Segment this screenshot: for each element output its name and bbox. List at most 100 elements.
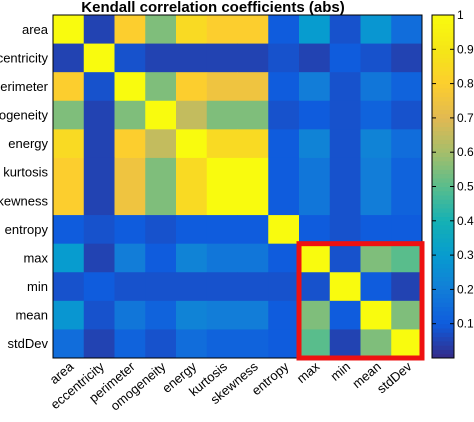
colorbar-segment (432, 36, 454, 42)
heatmap-cell (206, 15, 238, 44)
heatmap-cell (176, 72, 208, 102)
heatmap-cell (53, 243, 85, 273)
colorbar-segment (432, 83, 454, 89)
colorbar-segment (432, 237, 454, 243)
heatmap-cell (299, 72, 331, 102)
colorbar-segment (432, 306, 454, 312)
heatmap-cell (237, 243, 269, 273)
colorbar-segment (432, 139, 454, 145)
heatmap-cell (360, 100, 392, 130)
heatmap-cell (268, 129, 300, 159)
heatmap-cell (391, 329, 423, 359)
heatmap-cell (360, 43, 392, 73)
heatmap-cell (329, 243, 361, 273)
colorbar-tick-label: 0.3 (457, 248, 474, 262)
colorbar-tick-label: 0.1 (457, 317, 474, 331)
colorbar-segment (432, 66, 454, 72)
heatmap-cell (114, 43, 146, 73)
heatmap-cell (83, 157, 115, 187)
row-tick-label: area (22, 22, 49, 37)
colorbar-segment (432, 182, 454, 187)
colorbar-segment (432, 173, 454, 179)
heatmap-cell (114, 300, 146, 330)
colorbar-segment (432, 340, 454, 346)
colorbar-segment (432, 280, 454, 286)
heatmap-cell (53, 186, 85, 216)
colorbar-segment (432, 276, 454, 282)
heatmap-cell (360, 15, 392, 44)
row-tick-label: min (27, 279, 48, 294)
colorbar-segment (432, 156, 454, 162)
heatmap-cell (206, 129, 238, 159)
heatmap-cell (176, 243, 208, 273)
heatmap-cell (268, 186, 300, 216)
colorbar-segment (432, 130, 454, 136)
colorbar-segment (432, 40, 454, 46)
heatmap-cell (391, 15, 423, 44)
colorbar-tick-label: 0.4 (457, 214, 474, 228)
colorbar-tick-label: 0.2 (457, 282, 474, 296)
heatmap-cell (83, 300, 115, 330)
heatmap-cell (329, 129, 361, 159)
heatmap-cell (53, 329, 85, 359)
colorbar-segment (432, 336, 454, 342)
colorbar-segment (432, 45, 454, 50)
colorbar-tick-label: 0.7 (457, 111, 474, 125)
heatmap-cell (299, 100, 331, 130)
heatmap-cell (391, 215, 423, 245)
heatmap-cell (360, 215, 392, 245)
heatmap-cell (237, 129, 269, 159)
heatmap-cell (53, 72, 85, 102)
heatmap-cell (145, 243, 177, 273)
heatmap-cell (114, 157, 146, 187)
colorbar-segment (432, 199, 454, 205)
heatmap-cell (53, 300, 85, 330)
row-tick-label: max (23, 250, 48, 265)
heatmap-cell (53, 215, 85, 245)
colorbar-segment (432, 220, 454, 226)
heatmap-cell (145, 272, 177, 302)
row-tick-label: omogeneity (0, 108, 48, 123)
heatmap-cell (329, 43, 361, 73)
colorbar-segment (432, 190, 454, 196)
heatmap-cell (268, 243, 300, 273)
heatmap-cell (237, 329, 269, 359)
heatmap-cell (176, 129, 208, 159)
column-tick-labels: areaeccentricityperimeteromogeneityenerg… (47, 358, 415, 413)
heatmap-cell (268, 272, 300, 302)
colorbar-segment (432, 225, 454, 230)
heatmap-cell (268, 157, 300, 187)
heatmap-cell (206, 215, 238, 245)
colorbar-segment (432, 259, 454, 265)
heatmap-cell (83, 186, 115, 216)
heatmap-cell (329, 100, 361, 130)
colorbar-segment (432, 229, 454, 235)
colorbar-tick-label: 0.8 (457, 77, 474, 91)
colorbar-segment (432, 263, 454, 269)
colorbar-segment (432, 169, 454, 175)
column-tick-label: max (294, 358, 323, 386)
heatmap-cell (83, 72, 115, 102)
heatmap-cell (145, 215, 177, 245)
heatmap-cell (114, 72, 146, 102)
heatmap-cell (206, 329, 238, 359)
heatmap-cell (391, 157, 423, 187)
heatmap-cell (299, 243, 331, 273)
heatmap-cell (206, 186, 238, 216)
heatmap-cell (206, 272, 238, 302)
heatmap-cell (391, 300, 423, 330)
heatmap-cell (176, 329, 208, 359)
heatmap-cell (237, 72, 269, 102)
colorbar-segment (432, 310, 454, 316)
heatmap-cell (114, 129, 146, 159)
heatmap-cell (176, 272, 208, 302)
heatmap-cell (53, 100, 85, 130)
row-tick-label: skewness (0, 193, 49, 208)
colorbar-segment (432, 186, 454, 192)
colorbar-segment (432, 267, 454, 273)
heatmap-cell (329, 15, 361, 44)
heatmap-cell (391, 272, 423, 302)
heatmap-cell (299, 43, 331, 73)
heatmap-cell (237, 15, 269, 44)
colorbar-segment (432, 297, 454, 303)
